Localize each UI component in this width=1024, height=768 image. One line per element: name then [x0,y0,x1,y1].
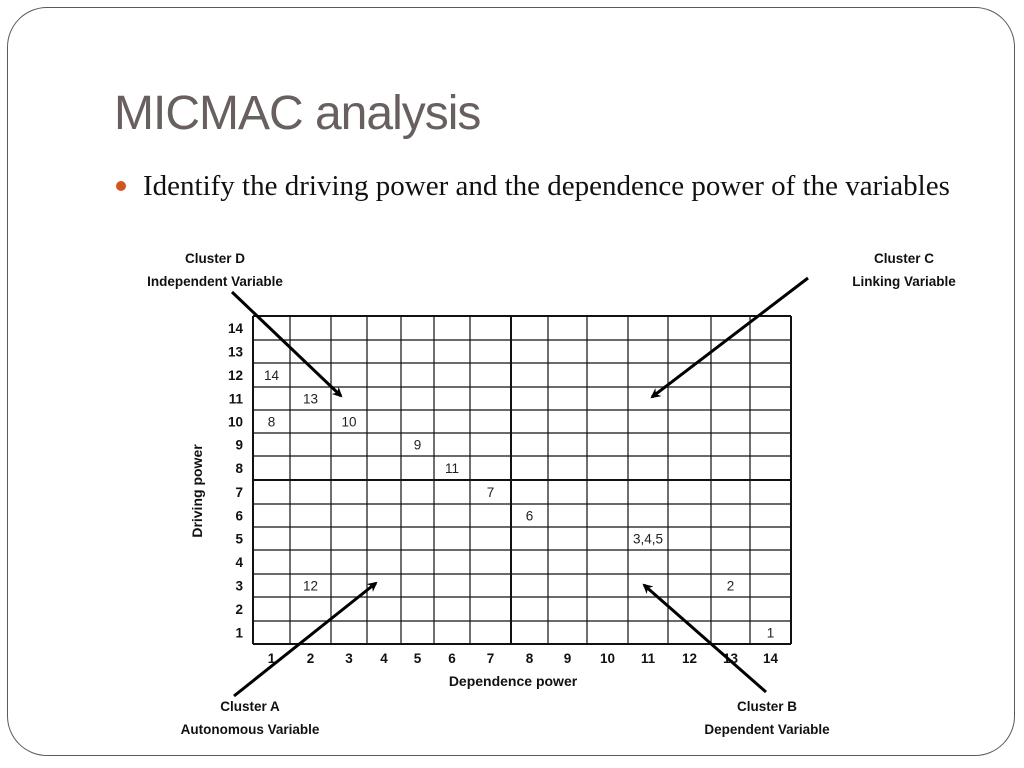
cluster-d-label: Cluster D Independent Variable [147,247,283,293]
data-point-label: 3,4,5 [633,532,663,547]
arrow-cluster-a [233,581,378,698]
data-point-label: 8 [268,415,276,430]
y-tick-label: 2 [235,602,243,617]
chart-grid [252,315,792,645]
arrow-cluster-c [650,276,809,399]
x-tick-label: 8 [526,651,534,666]
arrow-cluster-d [230,290,343,398]
data-points: 14 13 8 10 9 11 7 6 3,4,5 12 2 1 [264,368,774,641]
cluster-c-type: Linking Variable [852,274,956,289]
slide-frame [7,7,1015,756]
y-tick-label: 5 [235,532,243,547]
y-tick-label: 12 [228,368,243,383]
cluster-b-label: Cluster B Dependent Variable [704,695,829,741]
x-tick-label: 6 [448,651,456,666]
cluster-a-label: Cluster A Autonomous Variable [181,695,320,741]
x-tick-label: 11 [641,651,656,666]
y-tick-label: 1 [235,626,243,641]
x-tick-label: 3 [345,651,353,666]
data-point-label: 2 [727,579,735,594]
bullet-icon [116,181,126,191]
data-point-label: 13 [303,392,318,407]
y-tick-label: 3 [235,579,243,594]
x-tick-label: 12 [682,651,697,666]
cluster-d-type: Independent Variable [147,274,283,289]
data-point-label: 7 [487,485,495,500]
x-tick-label: 7 [487,651,495,666]
y-tick-label: 4 [235,555,243,570]
bullet-text: Identify the driving power and the depen… [143,170,950,202]
data-point-label: 10 [341,415,356,430]
y-tick-label: 8 [235,461,243,476]
data-point-label: 1 [767,626,775,641]
arrow-cluster-b [642,583,767,694]
x-tick-label: 9 [564,651,572,666]
y-tick-label: 6 [235,509,243,524]
slide-title: MICMAC analysis [114,87,481,140]
data-point-label: 11 [445,461,459,476]
y-tick-label: 9 [235,438,243,453]
y-tick-label: 11 [229,392,244,407]
y-tick-label: 14 [228,321,244,336]
cluster-b-type: Dependent Variable [704,722,830,737]
cluster-b-name: Cluster B [736,699,798,714]
x-tick-label: 1 [268,651,276,666]
x-tick-label: 2 [307,651,315,666]
data-point-label: 12 [303,579,318,594]
y-axis-title: Driving power [189,444,205,538]
cluster-c-name: Cluster C [873,251,934,266]
data-point-label: 14 [264,368,280,383]
data-point-label: 6 [526,509,534,524]
cluster-a-name: Cluster A [220,699,280,714]
x-tick-label: 10 [600,651,615,666]
y-tick-label: 10 [228,415,243,430]
x-tick-label: 14 [763,651,779,666]
x-tick-label: 4 [380,651,388,666]
data-point-label: 9 [414,438,422,453]
cluster-a-type: Autonomous Variable [180,722,320,737]
y-tick-label: 13 [228,345,244,360]
x-tick-label: 5 [414,651,422,666]
cluster-d-name: Cluster D [184,251,246,266]
cluster-c-label: Cluster C Linking Variable [852,247,956,293]
y-tick-label: 7 [235,485,243,500]
x-axis-title: Dependence power [449,673,578,689]
cluster-arrows [230,276,809,698]
x-tick-label: 13 [723,651,739,666]
